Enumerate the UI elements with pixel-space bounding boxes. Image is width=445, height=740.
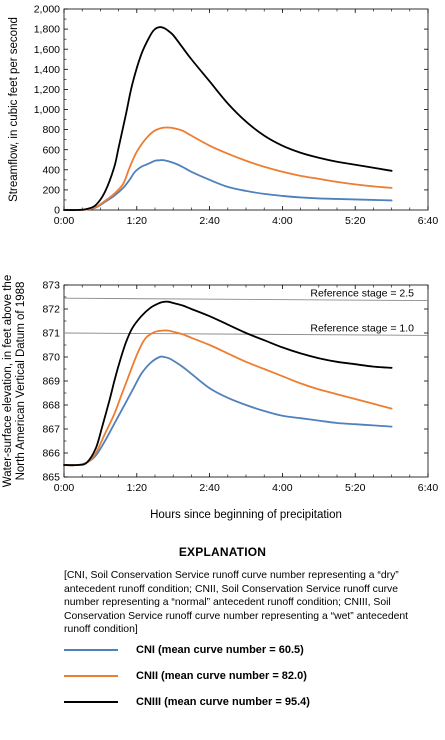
series-line-cniii-2	[63, 300, 393, 467]
x-tick-label-1: 5:20	[345, 215, 366, 227]
y-tick-label-1: 1,200	[34, 84, 60, 96]
y-axis-title-1: Streamflow, in cubic feet per second	[8, 17, 20, 202]
series-line-cni-1	[63, 159, 393, 211]
figure: 0 200 400 600 800 1,000 1,200 1,400 1,600 1,800 2,…	[2, 4, 439, 521]
x-tick-label-2: 2:40	[199, 482, 220, 494]
y-tick-label-1: 800	[42, 124, 60, 136]
y-tick-label-1: 600	[42, 144, 60, 156]
y-tick-label-2: 865	[42, 472, 60, 484]
series-line-cni-2	[63, 355, 393, 467]
series-line-cniii-1	[63, 26, 393, 211]
y-axis-title-line-2: North American Vertical Datum of 1988	[15, 282, 27, 481]
x-tick-label-1: 6:40	[418, 215, 439, 227]
x-tick-label-2: 6:40	[418, 482, 439, 494]
x-tick-label-1: 0:00	[54, 215, 75, 227]
y-tick-label-2: 869	[42, 376, 60, 388]
y-tick-label-1: 1,800	[34, 24, 60, 36]
legend-swatch-cnii	[64, 675, 118, 677]
y-tick-label-1: 2,000	[34, 4, 60, 16]
explanation-note: [CNI, Soil Conservation Service runoff c…	[64, 570, 409, 636]
legend-label-cniii: CNIII (mean curve number = 95.4)	[136, 696, 310, 708]
reference-label-1: Reference stage = 2.5	[310, 288, 414, 300]
y-tick-label-1: 400	[42, 164, 60, 176]
y-tick-label-2: 868	[42, 400, 60, 412]
y-tick-label-2: 867	[42, 424, 60, 436]
plot-frame-1	[63, 8, 429, 211]
y-tick-label-2: 872	[42, 304, 60, 316]
legend-swatch-cni	[64, 649, 118, 651]
y-tick-label-2: 871	[42, 328, 60, 340]
y-tick-label-2: 866	[42, 448, 60, 460]
legend-item-cnii: CNII (mean curve number = 82.0)	[64, 668, 307, 684]
y-tick-label-1: 1,600	[34, 44, 60, 56]
reference-line-1	[63, 297, 429, 302]
series-line-cnii-2	[63, 329, 393, 467]
explanation-title: EXPLANATION	[178, 545, 267, 559]
y-tick-label-1: 1,000	[34, 104, 60, 116]
y-tick-label-1: 200	[42, 185, 60, 197]
y-tick-label-2: 873	[42, 280, 60, 292]
x-tick-label-1: 4:00	[272, 215, 293, 227]
legend-item-cniii: CNIII (mean curve number = 95.4)	[64, 694, 310, 710]
plot-frame-2	[63, 284, 429, 478]
y-axis-title-line-1: Water-surface elevation, in feet above t…	[2, 275, 14, 487]
legend-label-cni: CNI (mean curve number = 60.5)	[136, 644, 304, 656]
x-tick-label-2: 5:20	[345, 482, 366, 494]
y-tick-label-1: 0	[54, 205, 60, 217]
series-line-cnii-1	[63, 126, 393, 211]
reference-label-2: Reference stage = 1.0	[310, 322, 414, 334]
legend-label-cnii: CNII (mean curve number = 82.0)	[136, 670, 307, 682]
y-tick-label-1: 1,400	[34, 64, 60, 76]
x-tick-label-1: 2:40	[199, 215, 220, 227]
x-tick-label-2: 0:00	[54, 482, 75, 494]
x-tick-label-2: 4:00	[272, 482, 293, 494]
legend-swatch-cniii	[64, 701, 118, 703]
x-axis-title-2: Hours since beginning of precipitation	[150, 509, 342, 521]
legend-item-cni: CNI (mean curve number = 60.5)	[64, 642, 304, 658]
reference-line-2	[63, 332, 429, 336]
y-tick-label-2: 870	[42, 352, 60, 364]
x-tick-label-2: 1:20	[127, 482, 148, 494]
x-tick-label-1: 1:20	[127, 215, 148, 227]
